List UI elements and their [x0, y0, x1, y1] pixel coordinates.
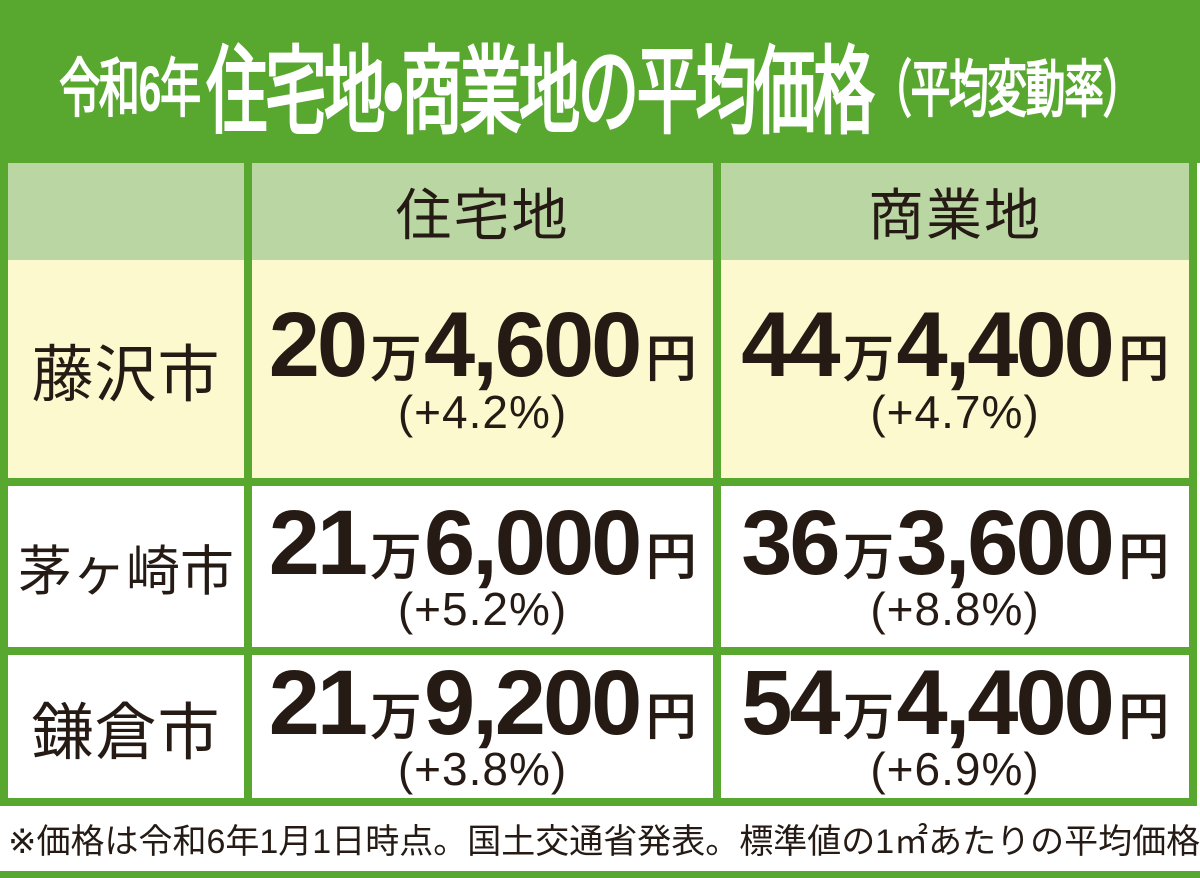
price-man-digits: 36: [741, 491, 840, 594]
price-man-digits: 44: [741, 294, 840, 397]
unit-yen: 円: [1118, 528, 1169, 585]
price-cell-fujisawa-commercial: 44 万4,400 円 (+4.7%): [721, 260, 1189, 478]
price-yen-digits: 4,400: [896, 651, 1115, 754]
unit-man: 万: [843, 688, 894, 745]
price-value: 44 万4,400 円: [741, 299, 1169, 391]
change-rate: (+8.8%): [870, 583, 1040, 636]
column-header-commercial: 商業地: [721, 163, 1189, 260]
price-yen-digits: 4,400: [896, 294, 1115, 397]
city-label-fujisawa: 藤沢市: [8, 260, 244, 478]
change-rate: (+4.2%): [397, 385, 568, 438]
title-band: 令和6年 住宅地・商業地の平均価格 （平均変動率）: [0, 0, 1200, 163]
unit-man: 万: [843, 331, 894, 388]
title-main: 住宅地・商業地の平均価格: [206, 39, 875, 146]
bottom-divider-bar: [0, 871, 1200, 878]
price-cell-chigasaki-residential: 21 万6,000 円 (+5.2%): [252, 486, 713, 647]
city-label-kamakura: 鎌倉市: [8, 655, 244, 798]
price-cell-chigasaki-commercial: 36 万3,600 円 (+8.8%): [721, 486, 1189, 647]
price-value: 36 万3,600 円: [741, 497, 1169, 589]
price-man-digits: 21: [268, 491, 368, 594]
page-title: 令和6年 住宅地・商業地の平均価格 （平均変動率）: [59, 14, 1142, 153]
unit-man: 万: [371, 688, 422, 745]
change-rate: (+5.2%): [397, 583, 568, 636]
unit-man: 万: [371, 528, 422, 585]
unit-man: 万: [843, 528, 894, 585]
column-header-residential: 住宅地: [252, 163, 713, 260]
price-yen-digits: 9,200: [424, 651, 642, 754]
price-table: 住宅地 商業地 藤沢市 20 万4,600 円 (+4.2%) 44 万4,400 円 …: [0, 163, 1197, 806]
price-man-digits: 20: [268, 294, 368, 397]
unit-yen: 円: [646, 688, 697, 745]
price-value: 54 万4,400 円: [741, 657, 1169, 749]
unit-man: 万: [371, 331, 422, 388]
price-yen-digits: 6,000: [424, 491, 642, 594]
price-value: 20 万4,600 円: [269, 299, 697, 391]
price-value: 21 万6,000 円: [269, 497, 697, 589]
unit-yen: 円: [1118, 331, 1169, 388]
price-cell-kamakura-commercial: 54 万4,400 円 (+6.9%): [721, 655, 1189, 798]
price-man-digits: 54: [741, 651, 840, 754]
change-rate: (+6.9%): [870, 743, 1040, 796]
corner-cell: [8, 163, 244, 260]
price-value: 21 万9,200 円: [269, 657, 697, 749]
unit-yen: 円: [646, 331, 697, 388]
footnote: ※価格は令和6年1月1日時点。国土交通省発表。標準値の1㎡あたりの平均価格: [0, 806, 1200, 871]
change-rate: (+4.7%): [870, 385, 1040, 438]
price-yen-digits: 3,600: [896, 491, 1115, 594]
price-cell-fujisawa-residential: 20 万4,600 円 (+4.2%): [252, 260, 713, 478]
city-label-chigasaki: 茅ヶ崎市: [8, 486, 244, 647]
change-rate: (+3.8%): [397, 743, 568, 796]
unit-yen: 円: [646, 528, 697, 585]
title-era-prefix: 令和6年: [59, 52, 201, 125]
price-yen-digits: 4,600: [424, 294, 642, 397]
title-note: （平均変動率）: [872, 55, 1142, 125]
price-man-digits: 21: [268, 651, 368, 754]
unit-yen: 円: [1118, 688, 1169, 745]
price-table-grid: 住宅地 商業地 藤沢市 20 万4,600 円 (+4.2%) 44 万4,400 円 …: [8, 163, 1189, 798]
price-cell-kamakura-residential: 21 万9,200 円 (+3.8%): [252, 655, 713, 798]
